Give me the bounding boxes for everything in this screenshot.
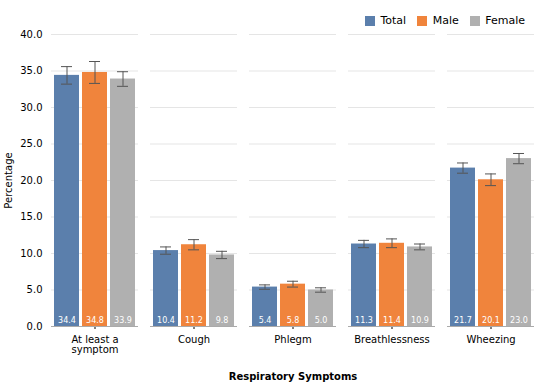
svg-text:10.9: 10.9: [411, 316, 429, 325]
html-text:Female: Female: [485, 14, 525, 27]
svg-text:30.0: 30.0: [20, 102, 42, 113]
svg-text:25.0: 25.0: [20, 138, 42, 149]
svg-text:20.0: 20.0: [20, 175, 42, 186]
svg-text:33.9: 33.9: [114, 316, 132, 325]
svg-text:5.4: 5.4: [259, 316, 272, 325]
svg-text:11.4: 11.4: [383, 316, 401, 325]
svg-text:11.2: 11.2: [185, 316, 203, 325]
svg-text:Percentage: Percentage: [3, 152, 14, 208]
svg-text:Wheezing: Wheezing: [466, 334, 515, 345]
html-text:Total: Total: [380, 14, 407, 27]
svg-text:Cough: Cough: [178, 334, 210, 345]
svg-text:Breathlessness: Breathlessness: [354, 334, 430, 345]
html-text:Male: Male: [432, 14, 459, 27]
svg-text:35.0: 35.0: [20, 65, 42, 76]
svg-text:5.0: 5.0: [27, 284, 43, 295]
svg-text:23.0: 23.0: [510, 316, 528, 325]
svg-text:Phlegm: Phlegm: [274, 334, 311, 345]
svg-text:21.7: 21.7: [454, 316, 472, 325]
svg-text:11.3: 11.3: [355, 316, 373, 325]
svg-text:15.0: 15.0: [20, 211, 42, 222]
svg-text:9.8: 9.8: [216, 316, 229, 325]
svg-text:5.8: 5.8: [287, 316, 300, 325]
svg-text:34.8: 34.8: [86, 316, 104, 325]
svg-text:At least asymptom: At least asymptom: [71, 334, 118, 355]
svg-text:34.4: 34.4: [58, 316, 76, 325]
svg-text:10.0: 10.0: [20, 248, 42, 259]
svg-text:5.0: 5.0: [315, 316, 328, 325]
svg-text:10.4: 10.4: [157, 316, 175, 325]
svg-text:Respiratory Symptoms: Respiratory Symptoms: [229, 371, 358, 382]
svg-text:40.0: 40.0: [20, 29, 42, 40]
svg-text:20.1: 20.1: [482, 316, 500, 325]
svg-text:0.0: 0.0: [27, 321, 43, 332]
